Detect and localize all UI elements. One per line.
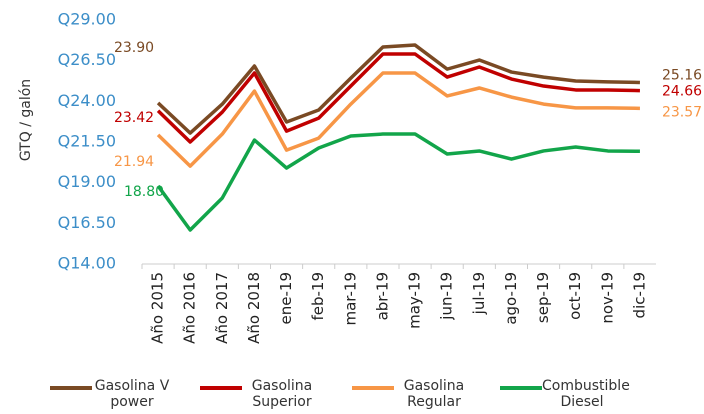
legend-item: Gasolina V power — [50, 378, 172, 410]
series-line — [156, 132, 640, 232]
x-tick-label: dic-19 — [630, 272, 648, 318]
legend-label: Gasolina Regular — [403, 378, 465, 410]
chart: GTQ / galón Q14.00 Q16.50 Q19.00 Q21.50 Q24.… — [18, 10, 702, 344]
x-tick-label: nov-19 — [598, 272, 616, 324]
series-line — [156, 52, 640, 144]
x-tick-label: sep-19 — [534, 272, 552, 323]
x-tick-label: ago-19 — [502, 272, 520, 325]
series-line — [156, 43, 640, 135]
y-tick-label: Q26.50 — [58, 50, 116, 69]
x-tick-label: mar-19 — [341, 272, 359, 326]
legend-label: Gasolina Superior — [251, 378, 313, 410]
x-tick-label: abr-19 — [373, 272, 391, 320]
y-tick-label: Q14.00 — [58, 254, 116, 273]
series-line — [156, 71, 640, 168]
x-tick-label: jun-19 — [438, 272, 456, 321]
legend-item: Combustible Diesel — [500, 378, 630, 410]
legend-swatch — [50, 386, 92, 390]
x-tick-label: ene-19 — [277, 272, 295, 324]
x-tick-label: oct-19 — [566, 272, 584, 320]
y-axis-title: GTQ / galón — [18, 79, 34, 161]
value-label: 25.16 — [662, 67, 702, 83]
legend-swatch — [352, 386, 394, 390]
legend-label: Combustible Diesel — [542, 378, 630, 410]
x-tick-label: feb-19 — [309, 272, 327, 321]
legend-swatch — [200, 386, 242, 390]
x-tick-label: Año 2017 — [213, 272, 231, 344]
value-label: 21.94 — [114, 154, 154, 170]
y-tick-label: Q19.00 — [58, 172, 116, 191]
y-tick-label: Q21.50 — [58, 132, 116, 151]
value-label: 23.57 — [662, 104, 702, 120]
x-tick-label: may-19 — [406, 272, 424, 329]
value-label: 18.80 — [124, 184, 164, 200]
legend-label: Gasolina V power — [94, 378, 170, 410]
y-tick-label: Q24.00 — [58, 91, 116, 110]
legend-item: Gasolina Regular — [352, 378, 474, 410]
value-label: 23.42 — [114, 110, 154, 126]
legend-item: Gasolina Superior — [200, 378, 322, 410]
x-tick-label: Año 2018 — [245, 272, 263, 344]
y-tick-label: Q29.00 — [58, 10, 116, 29]
x-tick-label: jul-19 — [470, 272, 488, 315]
value-label: 24.66 — [662, 84, 702, 100]
x-tick-label: Año 2015 — [149, 272, 167, 344]
y-tick-label: Q16.50 — [58, 213, 116, 232]
legend: Gasolina V power Gasolina Superior Gasolin… — [0, 376, 704, 414]
legend-swatch — [500, 386, 542, 390]
x-tick-label: Año 2016 — [181, 272, 199, 344]
value-label: 23.90 — [114, 40, 154, 56]
